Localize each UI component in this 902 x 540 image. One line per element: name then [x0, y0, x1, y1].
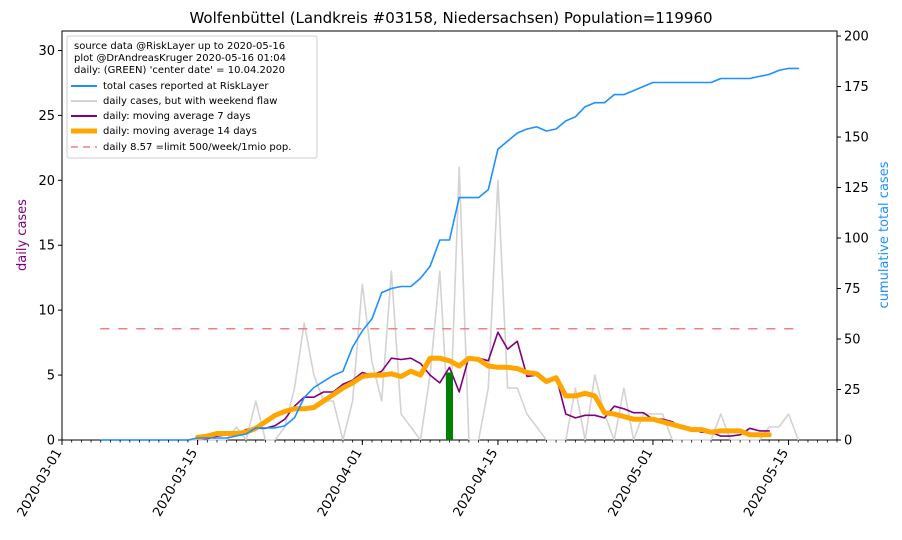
y-right-tick-label: 125 — [844, 181, 869, 196]
y-left-tick-label: 30 — [38, 44, 55, 59]
legend-box — [66, 35, 318, 159]
legend-label-ma14: daily: moving average 14 days — [103, 126, 257, 137]
y-right-tick-label: 50 — [844, 333, 861, 348]
legend-source-text: source data @RiskLayer up to 2020-05-16 — [74, 41, 285, 52]
legend: source data @RiskLayer up to 2020-05-16 … — [66, 35, 318, 159]
y-right-tick-label: 0 — [844, 434, 852, 449]
y-axis-label-right: cumulative total cases — [877, 161, 892, 308]
y-right-tick-label: 75 — [844, 282, 861, 297]
y-right-tick-label: 25 — [844, 383, 861, 398]
series-ma14-line — [195, 355, 772, 440]
y-right-tick-label: 100 — [844, 232, 869, 247]
legend-plot-text: plot @DrAndreasKruger 2020-05-16 01:04 — [74, 53, 286, 64]
y-axis-label-left: daily cases — [15, 199, 30, 271]
y-left-tick-label: 0 — [47, 434, 55, 449]
chart-title: Wolfenbüttel (Landkreis #03158, Niedersa… — [189, 9, 712, 27]
y-right-tick-label: 200 — [844, 30, 869, 45]
legend-label-limit: daily 8.57 =limit 500/week/1mio pop. — [103, 142, 291, 153]
y-right-tick-label: 150 — [844, 131, 869, 146]
legend-label-daily: daily cases, but with weekend flaw — [103, 96, 277, 107]
y-left-tick-label: 5 — [47, 369, 55, 384]
series-total-cases-line — [100, 67, 800, 441]
y-left-tick-label: 20 — [38, 174, 55, 189]
legend-label-total: total cases reported at RiskLayer — [103, 81, 269, 92]
center-date-bar — [446, 372, 453, 440]
y-left-tick-label: 10 — [38, 304, 55, 319]
y-right-tick-label: 175 — [844, 80, 869, 95]
y-left-tick-label: 15 — [38, 239, 55, 254]
y-left-tick-label: 25 — [38, 109, 55, 124]
legend-label-ma7: daily: moving average 7 days — [103, 111, 250, 122]
legend-center-date-text: daily: (GREEN) 'center date' = 10.04.202… — [74, 65, 285, 76]
